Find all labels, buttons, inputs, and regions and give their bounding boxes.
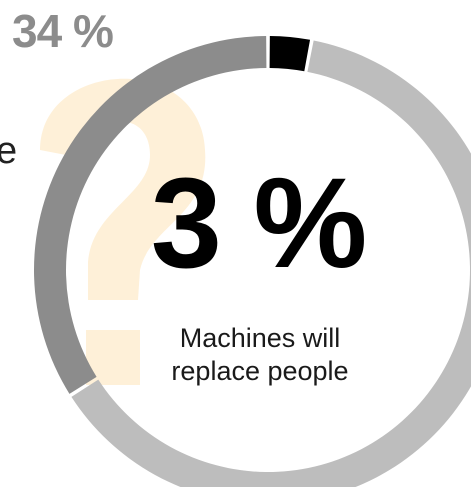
truncated-side-label: e [0,130,18,172]
donut-slice-1 [71,40,471,487]
outside-percentage-label: 34 % [12,5,114,57]
caption-line-1: Machines will [179,323,341,353]
donut-slice-2 [33,36,267,394]
donut-ring [33,36,471,487]
donut-slice-0 [269,36,311,72]
center-caption: Machines will replace people [160,322,360,388]
caption-line-2: replace people [171,355,349,386]
